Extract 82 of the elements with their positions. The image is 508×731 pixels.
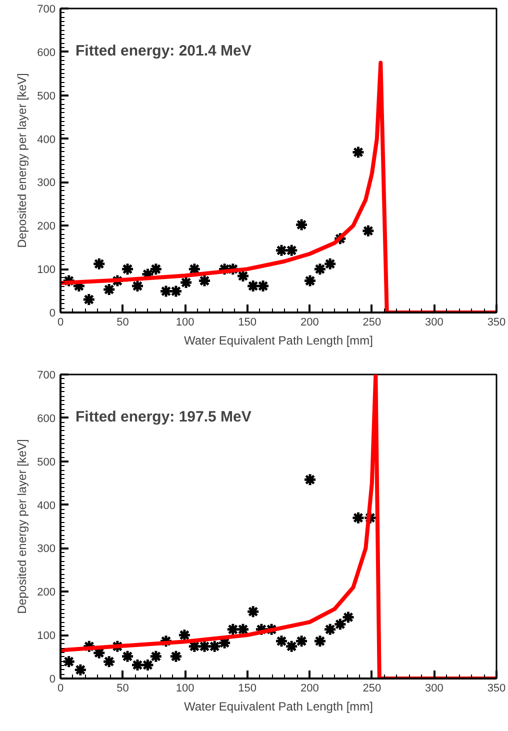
- y-tick-label: 500: [37, 456, 56, 468]
- y-tick-label: 200: [37, 220, 56, 233]
- point: [256, 279, 270, 293]
- point: [274, 244, 288, 258]
- point: [102, 282, 116, 296]
- x-tick-label: 150: [238, 316, 257, 328]
- y-tick-label: 100: [37, 264, 56, 276]
- x-tick-label: 200: [300, 682, 319, 694]
- y-tick-label: 100: [37, 630, 56, 642]
- point: [130, 658, 144, 672]
- annotation: Fitted energy: 201.4 MeV: [76, 42, 252, 60]
- x-tick-label: 250: [362, 682, 382, 694]
- y-tick-label: 200: [37, 586, 56, 599]
- x-tick-label: 100: [176, 316, 194, 328]
- x-tick-label: 50: [116, 682, 129, 694]
- x-tick-label: 100: [176, 682, 194, 694]
- x-tick-label: 50: [116, 316, 129, 328]
- point: [284, 244, 298, 258]
- x-tick-label: 350: [487, 316, 506, 328]
- point: [159, 284, 173, 298]
- x-tick-label: 300: [425, 682, 444, 694]
- point: [236, 269, 250, 283]
- x-tick-label: 0: [57, 316, 64, 328]
- point: [361, 224, 375, 238]
- point: [246, 279, 260, 293]
- point: [323, 622, 337, 636]
- point: [92, 257, 106, 271]
- point: [179, 276, 193, 290]
- annotation: Fitted energy: 197.5 MeV: [76, 408, 252, 426]
- y-axis-title: Deposited energy per layer [keV]: [15, 73, 30, 248]
- point: [198, 274, 212, 288]
- x-tick-label: 300: [425, 316, 444, 328]
- point: [178, 628, 192, 642]
- point: [342, 610, 356, 624]
- y-tick-label: 600: [37, 46, 56, 59]
- x-tick-label: 0: [57, 682, 64, 694]
- point: [102, 654, 116, 668]
- point: [120, 262, 134, 276]
- point: [149, 262, 163, 276]
- y-tick-label: 0: [49, 308, 56, 320]
- point: [323, 257, 337, 271]
- x-axis-title: Water Equivalent Path Length [mm]: [184, 334, 373, 348]
- point: [62, 654, 76, 668]
- point: [351, 146, 365, 159]
- point: [198, 640, 212, 654]
- point: [313, 262, 327, 276]
- point: [303, 472, 317, 486]
- y-tick-label: 700: [37, 370, 56, 382]
- point: [82, 292, 96, 306]
- y-tick-label: 300: [37, 543, 56, 556]
- point: [294, 218, 308, 232]
- point: [333, 617, 347, 631]
- point: [140, 658, 154, 672]
- y-tick-label: 700: [37, 4, 56, 16]
- y-tick-label: 600: [37, 412, 56, 425]
- x-tick-label: 150: [238, 682, 257, 694]
- x-tick-label: 350: [487, 682, 506, 694]
- point: [351, 511, 365, 525]
- y-tick-label: 400: [37, 500, 56, 512]
- point: [149, 650, 163, 664]
- point: [74, 663, 88, 677]
- line-series: [60, 374, 496, 678]
- point: [284, 640, 298, 654]
- y-tick-label: 300: [37, 177, 56, 190]
- y-axis-title: Deposited energy per layer [keV]: [15, 439, 30, 614]
- y-tick-label: 500: [37, 90, 56, 102]
- point: [294, 634, 308, 648]
- x-tick-label: 200: [300, 316, 319, 328]
- point: [226, 622, 240, 636]
- point: [208, 640, 222, 654]
- y-tick-label: 0: [49, 674, 56, 686]
- point: [246, 604, 260, 618]
- y-tick-label: 400: [37, 134, 56, 146]
- point: [313, 634, 327, 648]
- point: [274, 634, 288, 648]
- point: [169, 284, 183, 298]
- point: [303, 274, 317, 288]
- x-tick-label: 250: [362, 316, 382, 328]
- point: [169, 650, 183, 664]
- point: [120, 650, 134, 664]
- point: [130, 279, 144, 293]
- x-axis-title: Water Equivalent Path Length [mm]: [184, 700, 373, 714]
